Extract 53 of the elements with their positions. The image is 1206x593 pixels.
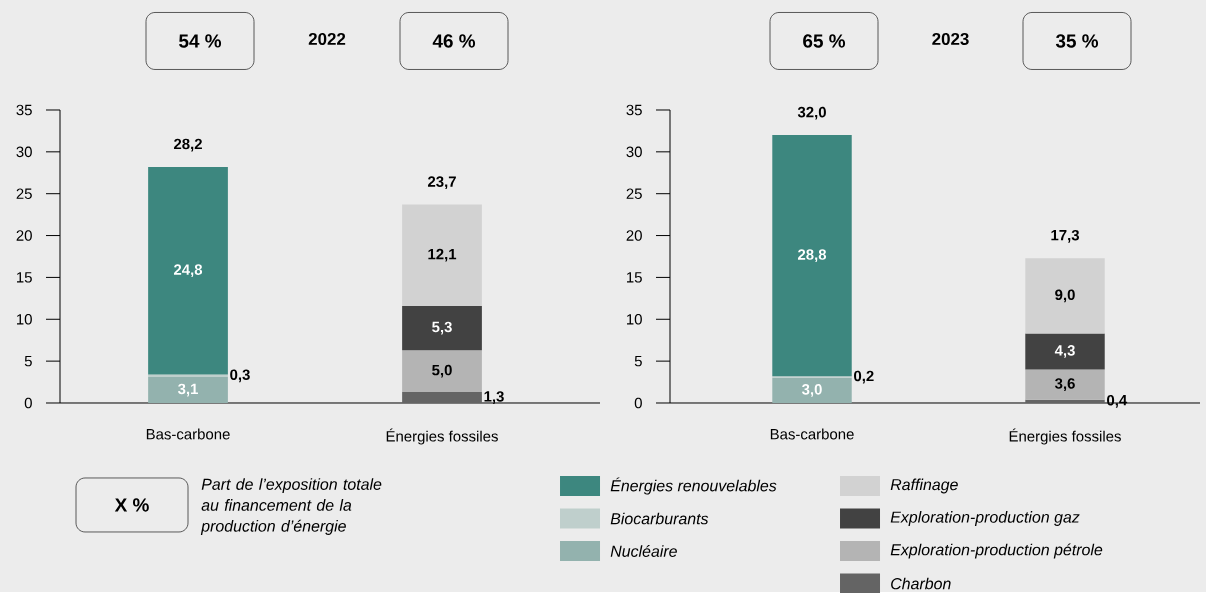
data-label: 0,3 (230, 369, 250, 382)
y-tick-label: 30 (626, 146, 642, 157)
data-label: 28,8 (797, 249, 827, 262)
data-label: 4,3 (1054, 344, 1075, 358)
legend-label: Exploration-production gaz (890, 510, 1080, 526)
y-tick-label: 5 (24, 355, 32, 367)
y-tick-label: 20 (16, 230, 32, 241)
y-tick-label: 35 (16, 104, 32, 116)
legend-label: Énergies renouvelables (610, 477, 777, 495)
text: 54 % (179, 34, 222, 48)
data-label: 3,6 (1054, 377, 1075, 391)
text: 35 % (1055, 34, 1099, 48)
data-label: 3,1 (177, 383, 198, 397)
data-label: 0,2 (854, 370, 874, 384)
chart-title: 2023 (932, 32, 969, 45)
text: 46 % (432, 34, 476, 48)
y-tick-label: 0 (24, 397, 32, 409)
total-label: 23,7 (427, 176, 456, 189)
legend-label: Charbon (891, 577, 951, 590)
data-label: 1,3 (484, 390, 504, 404)
data-label: 9,0 (1055, 289, 1075, 302)
data-label: 5,0 (432, 364, 452, 378)
legend-label: Exploration-production pétrole (890, 543, 1103, 559)
y-tick-label: 15 (627, 271, 642, 283)
text: Part de l’exposition totale au financement de la production d’énergie (200, 477, 382, 535)
data-label: 5,3 (432, 321, 452, 335)
y-tick-label: 10 (17, 313, 32, 325)
x-tick-label: Énergies fossiles (1009, 428, 1121, 445)
y-tick-label: 25 (626, 188, 642, 199)
total-label: 17,3 (1051, 229, 1080, 243)
y-tick-label: 20 (626, 230, 642, 241)
data-label: 3,0 (801, 383, 822, 397)
legend-label: Nucléaire (610, 544, 677, 557)
total-label: 32,0 (797, 106, 826, 120)
y-tick-label: 35 (626, 104, 642, 116)
data-label: 12,1 (428, 248, 457, 262)
legend-label: Biocarburants (610, 512, 709, 525)
y-tick-label: 5 (634, 355, 642, 367)
x-tick-label: Bas-carbone (146, 428, 230, 440)
y-tick-label: 25 (16, 188, 32, 199)
x-tick-label: Énergies fossiles (386, 428, 498, 445)
data-label: 0,4 (1107, 394, 1128, 408)
y-tick-label: 10 (627, 313, 642, 325)
data-label: 24,8 (173, 264, 203, 277)
x-tick-label: Bas-carbone (770, 428, 854, 440)
chart-title: 2022 (308, 32, 346, 45)
y-tick-label: 15 (17, 271, 32, 283)
text: X % (114, 498, 149, 512)
text: 65 % (803, 34, 846, 48)
y-tick-label: 30 (16, 146, 32, 157)
total-label: 28,2 (173, 138, 202, 152)
y-tick-label: 0 (634, 397, 642, 409)
legend-label: Raffinage (890, 478, 958, 494)
